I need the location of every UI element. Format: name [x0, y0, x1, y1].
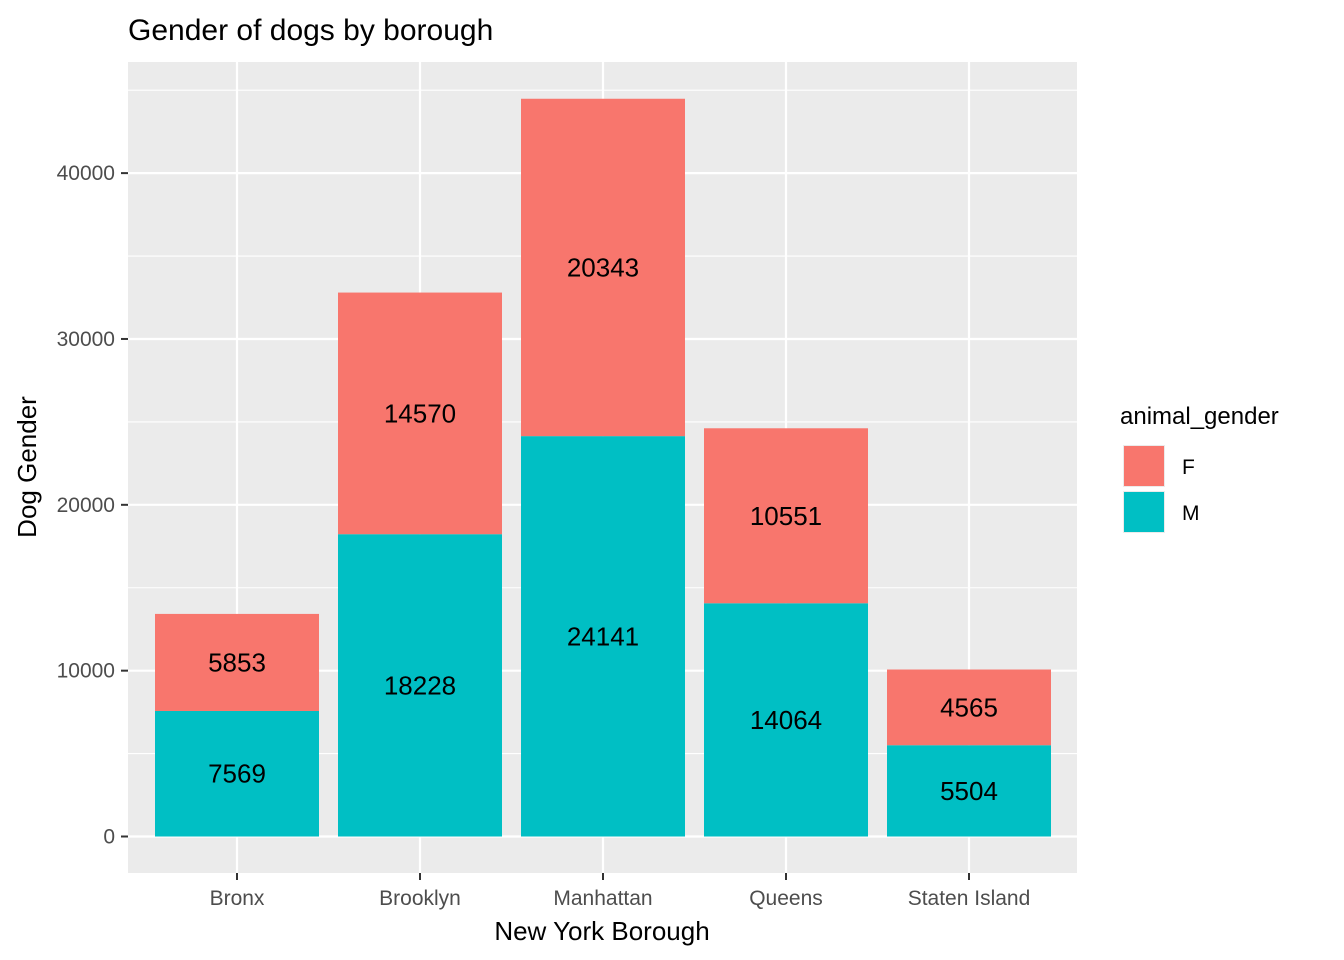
legend-label-m: M — [1182, 502, 1200, 525]
x-tick-label: Staten Island — [908, 887, 1031, 910]
bar-manhattan-m — [521, 436, 685, 837]
axes: 0 10000 20000 30000 40000 Bronx Brooklyn Manhat… — [57, 162, 1031, 910]
data-label-staten-island-f: 4565 — [940, 692, 998, 722]
bar-staten-island-m — [887, 745, 1051, 837]
bar-brooklyn-m — [338, 534, 502, 837]
data-label-queens-m: 14064 — [750, 705, 822, 735]
x-tick-label: Manhattan — [553, 887, 652, 910]
y-tick-label: 30000 — [57, 328, 115, 351]
data-label-bronx-m: 7569 — [208, 759, 266, 789]
y-tick-label: 10000 — [57, 660, 115, 683]
bar-manhattan-f — [521, 98, 685, 437]
x-tick-label: Queens — [749, 887, 823, 910]
data-label-bronx-f: 5853 — [208, 647, 266, 677]
data-label-manhattan-f: 20343 — [567, 252, 639, 282]
legend-title: animal_gender — [1120, 403, 1279, 430]
data-label-manhattan-m: 24141 — [567, 621, 639, 651]
bar-staten-island-f — [887, 669, 1051, 746]
bar-bronx-f — [155, 613, 319, 711]
legend-swatch-m — [1124, 492, 1164, 532]
data-label-brooklyn-m: 18228 — [384, 670, 456, 700]
x-tick-label: Bronx — [210, 887, 265, 910]
data-labels: 7569 5853 18228 14570 24141 20343 14064 10551 55… — [208, 252, 998, 805]
bar-brooklyn-f — [338, 292, 502, 535]
bars — [155, 98, 1051, 837]
legend-swatch-f — [1124, 446, 1164, 486]
y-tick-label: 40000 — [57, 162, 115, 185]
legend-label-f: F — [1182, 456, 1195, 479]
data-label-queens-f: 10551 — [750, 501, 822, 531]
bar-queens-m — [704, 603, 868, 837]
x-axis-title: New York Borough — [494, 916, 709, 946]
y-axis-title: Dog Gender — [12, 396, 42, 538]
data-label-brooklyn-f: 14570 — [384, 398, 456, 428]
chart-title: Gender of dogs by borough — [128, 14, 493, 47]
legend: animal_gender FM — [1120, 403, 1279, 533]
y-tick-label: 0 — [103, 826, 115, 849]
data-label-staten-island-m: 5504 — [940, 776, 998, 806]
x-tick-label: Brooklyn — [379, 887, 461, 910]
bar-bronx-m — [155, 710, 319, 837]
bar-queens-f — [704, 428, 868, 604]
y-tick-label: 20000 — [57, 494, 115, 517]
